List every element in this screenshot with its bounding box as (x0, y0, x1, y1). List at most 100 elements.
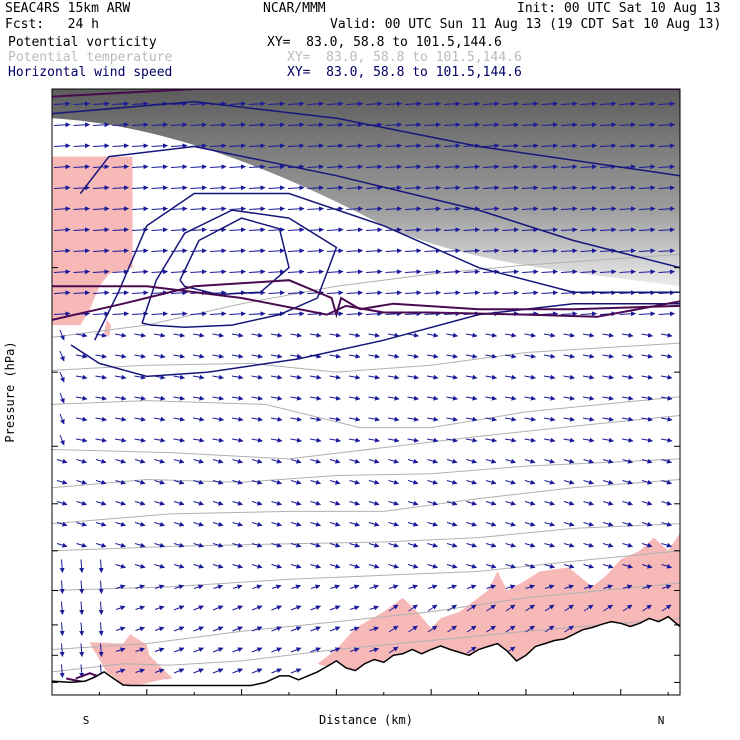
wind-vector (307, 122, 324, 128)
wind-vector (131, 101, 149, 107)
wind-vector (541, 206, 558, 212)
wind-vector (524, 500, 536, 506)
wind-vector (309, 374, 322, 380)
wind-vector (231, 332, 244, 338)
wind-vector (231, 374, 244, 380)
wind-vector (482, 185, 500, 191)
wind-vector (112, 311, 129, 317)
wind-vector (583, 458, 594, 464)
wind-vector (151, 311, 168, 317)
wind-vector (482, 101, 500, 107)
wind-vector (173, 437, 185, 443)
wind-vector (446, 458, 458, 464)
wind-vector (466, 521, 477, 527)
wind-vector (502, 164, 519, 170)
wind-vector (446, 416, 458, 422)
wind-vector (193, 563, 204, 569)
wind-vector (153, 353, 166, 359)
wind-vector (329, 521, 341, 527)
wind-vector (583, 604, 594, 612)
wind-vector (307, 206, 324, 212)
wind-vector (619, 248, 636, 254)
wind-vector (270, 374, 283, 380)
wind-vector (504, 416, 517, 422)
wind-vector (641, 479, 653, 485)
wind-vector (290, 521, 302, 527)
wind-vector (190, 227, 207, 233)
wind-vector (408, 584, 418, 590)
wind-vector (209, 143, 227, 149)
wind-vector (622, 584, 633, 590)
wind-vector (251, 458, 263, 464)
wind-vector (661, 604, 672, 612)
wind-vector (502, 101, 519, 107)
wind-vector (521, 227, 539, 233)
wind-vector (580, 227, 597, 233)
wind-vector (53, 101, 71, 107)
wind-vector (563, 437, 575, 443)
wind-vector (365, 311, 383, 317)
wind-vector (131, 164, 149, 170)
wind-vector (248, 311, 266, 317)
wind-vector (524, 521, 536, 527)
forecast-hour: Fcst: 24 h (5, 17, 99, 32)
wind-vector (580, 122, 597, 128)
wind-vector (115, 563, 126, 569)
wind-vector (560, 206, 578, 212)
wind-vector (229, 206, 246, 212)
wind-vector (387, 416, 400, 422)
wind-vector (115, 542, 126, 548)
wind-vector (543, 437, 556, 443)
wind-vector (563, 479, 575, 485)
wind-vector (426, 374, 439, 380)
wind-vector (59, 350, 65, 362)
wind-vector (76, 479, 87, 485)
wind-vector (543, 374, 556, 380)
wind-vector (661, 542, 672, 548)
wind-vector (602, 332, 614, 338)
wind-vector (134, 542, 146, 548)
wind-vector (427, 500, 438, 506)
wind-vector (638, 164, 656, 170)
pv-fill-region (89, 634, 173, 686)
wind-vector (407, 374, 419, 380)
wind-vector (56, 521, 68, 527)
wind-vector (365, 227, 383, 233)
wind-vector (348, 332, 361, 338)
wind-vector (190, 248, 207, 254)
wind-vector (660, 416, 673, 422)
wind-vector (95, 479, 107, 485)
wind-vector (563, 395, 575, 401)
wind-vector (560, 227, 578, 233)
wind-vector (482, 143, 500, 149)
wind-vector (622, 563, 633, 569)
wind-vector (424, 311, 441, 317)
wind-vector (290, 647, 302, 653)
wind-vector (329, 542, 341, 548)
wind-vector (580, 206, 597, 212)
wind-vector (95, 458, 107, 464)
wind-vector (310, 626, 321, 632)
wind-vector (346, 311, 363, 317)
wind-vector (544, 625, 555, 633)
wind-vector (251, 353, 263, 359)
wind-vector (330, 584, 340, 590)
wind-vector (446, 353, 458, 359)
wind-vector (602, 353, 614, 359)
wind-vector (348, 437, 361, 443)
wind-vector (465, 332, 478, 338)
wind-vector (153, 395, 166, 401)
wind-vector (76, 458, 87, 464)
wind-vector (270, 416, 283, 422)
wind-vector (248, 248, 266, 254)
wind-vector-layer (53, 101, 675, 678)
wind-vector (209, 164, 227, 170)
wind-vector (115, 668, 126, 674)
theta-contour (52, 458, 680, 489)
wind-vector (544, 542, 555, 548)
wind-vector (190, 269, 207, 275)
wind-vector (560, 122, 578, 128)
wind-vector (541, 185, 558, 191)
wind-vector (541, 227, 558, 233)
wind-vector (504, 374, 517, 380)
